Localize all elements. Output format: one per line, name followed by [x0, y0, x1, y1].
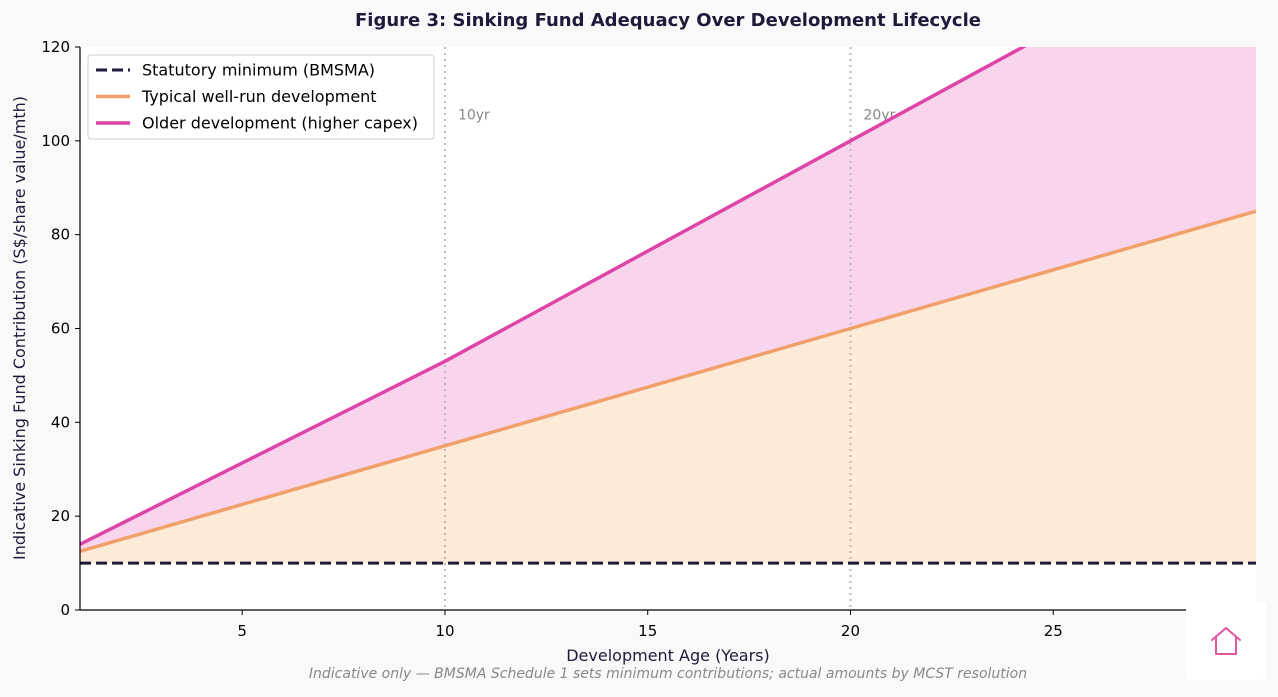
- chart-title: Figure 3: Sinking Fund Adequacy Over Dev…: [355, 10, 981, 31]
- y-tick-label: 20: [51, 507, 70, 525]
- footnote: Indicative only — BMSMA Schedule 1 sets …: [309, 666, 1027, 682]
- legend-box: [87, 54, 435, 140]
- y-tick-label: 60: [51, 320, 70, 338]
- home-icon: [1211, 627, 1241, 655]
- y-tick-label: 120: [41, 38, 70, 56]
- x-tick-label: 10: [435, 622, 454, 640]
- x-tick-label: 15: [638, 622, 657, 640]
- series-line-older: [80, 47, 1027, 546]
- legend-label: Typical well-run development: [141, 87, 377, 106]
- y-tick-label: 0: [60, 601, 70, 619]
- reference-label-20yr: 20yr: [863, 108, 895, 124]
- y-axis-label: Indicative Sinking Fund Contribution (S$…: [10, 96, 29, 560]
- y-tick-label: 80: [51, 226, 70, 244]
- area-fills: [80, 47, 1256, 564]
- x-axis-label: Development Age (Years): [566, 646, 770, 665]
- fill-typical: [80, 211, 1256, 564]
- reference-label-10yr: 10yr: [458, 108, 490, 124]
- x-tick-label: 20: [841, 622, 860, 640]
- x-tick-label: 25: [1044, 622, 1063, 640]
- axes: 5 10 15 20 25 0 20 40 60 80 100 120: [41, 38, 1256, 640]
- fill-older: [80, 47, 1256, 552]
- legend-label: Statutory minimum (BMSMA): [142, 61, 375, 80]
- y-tick-label: 40: [51, 413, 70, 431]
- legend: Statutory minimum (BMSMA) Typical well-ru…: [87, 54, 435, 140]
- legend-label: Older development (higher capex): [142, 114, 418, 133]
- series-line-typical: [80, 209, 1256, 554]
- y-tick-label: 100: [41, 132, 70, 150]
- x-tick-label: 5: [237, 622, 247, 640]
- series-lines: [80, 47, 1256, 565]
- home-button[interactable]: [1186, 602, 1266, 680]
